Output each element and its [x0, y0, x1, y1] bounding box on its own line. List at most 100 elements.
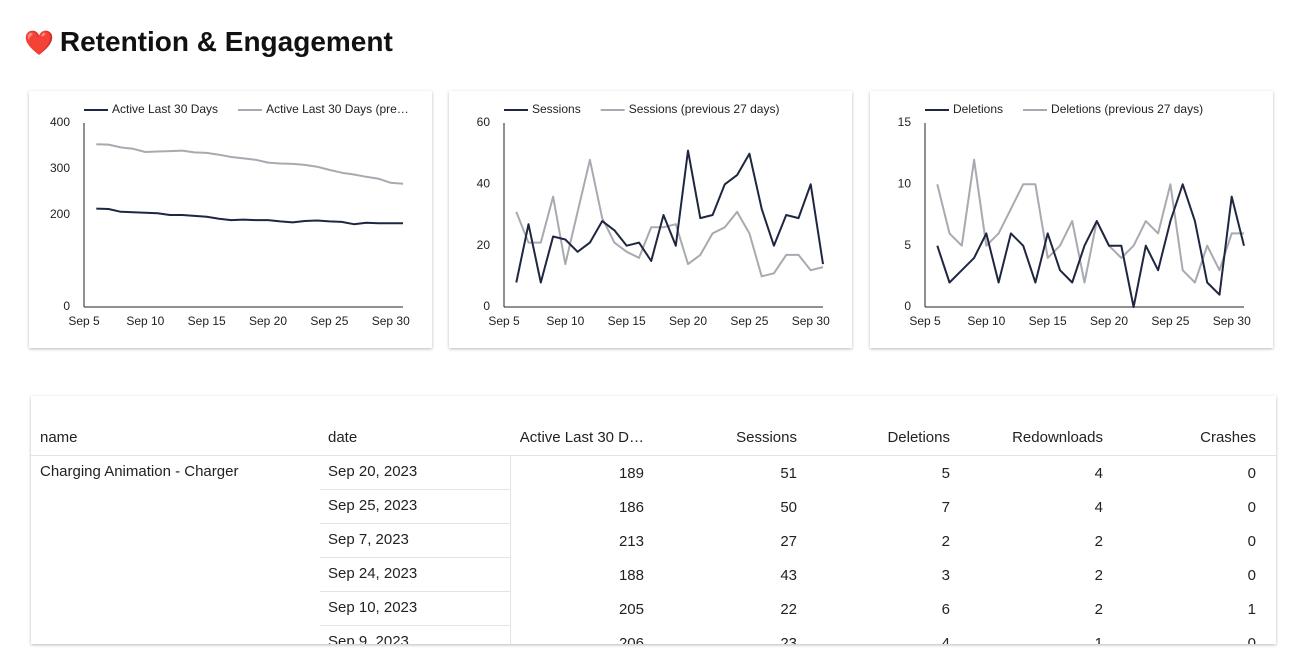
value-cell: 0 [1247, 499, 1256, 516]
y-tick-label: 40 [477, 177, 491, 191]
header-divider [31, 455, 1276, 456]
value-cell: 205 [618, 601, 644, 618]
series-line [936, 158, 1244, 284]
value-cell: 51 [780, 465, 797, 482]
chart-card: 0 200 300 400 Sep 5 Sep 10 Sep 15 Sep 20 Sep 25 S… [29, 91, 432, 348]
y-tick-label: 10 [898, 177, 912, 191]
x-tick-label: Sep 20 [249, 314, 287, 328]
column-header: Crashes [1200, 429, 1256, 446]
legend-label: Sessions (previous 27 days) [629, 102, 780, 116]
title-text: Retention & Engagement [59, 26, 393, 57]
value-cell: 206 [618, 635, 644, 644]
value-cell: 43 [780, 567, 797, 584]
column-header: name [40, 429, 78, 446]
column-header: Active Last 30 D… [519, 429, 644, 446]
chart-card: 0 5 10 15 Sep 5 Sep 10 Sep 15 Sep 20 Sep 25 Sep 3… [870, 91, 1273, 348]
series-line [515, 158, 824, 278]
x-tick-label: Sep 5 [488, 314, 520, 328]
column-header: Redownloads [1012, 429, 1103, 446]
x-tick-label: Sep 10 [126, 314, 164, 328]
value-cell: 0 [1247, 635, 1256, 644]
x-tick-label: Sep 25 [310, 314, 348, 328]
series-line [515, 149, 824, 284]
row-divider [320, 489, 510, 490]
chart: 0 5 10 15 Sep 5 Sep 10 Sep 15 Sep 20 Sep 25 Sep 3… [898, 102, 1251, 328]
date-cell: Sep 7, 2023 [328, 531, 409, 548]
x-tick-label: Sep 30 [1213, 314, 1251, 328]
row-divider [320, 557, 510, 558]
value-cell: 1 [1247, 601, 1256, 618]
date-cell: Sep 10, 2023 [328, 599, 418, 616]
y-tick-label: 15 [898, 115, 912, 129]
row-divider [320, 625, 510, 626]
x-tick-label: Sep 30 [792, 314, 830, 328]
value-cell: 22 [780, 601, 797, 618]
x-tick-label: Sep 5 [909, 314, 941, 328]
group-cell: Charging Animation - Charger [40, 463, 239, 480]
value-cell: 2 [1094, 567, 1103, 584]
chart: 0 20 40 60 Sep 5 Sep 10 Sep 15 Sep 20 Sep 25 Sep … [477, 102, 830, 328]
value-cell: 186 [618, 499, 644, 516]
x-tick-label: Sep 10 [967, 314, 1005, 328]
x-tick-label: Sep 30 [372, 314, 410, 328]
date-cell: Sep 24, 2023 [328, 565, 418, 582]
y-tick-label: 400 [50, 115, 70, 129]
value-cell: 188 [618, 567, 644, 584]
value-cell: 4 [1094, 499, 1103, 516]
series-line [936, 183, 1245, 308]
legend-label: Deletions (previous 27 days) [1051, 102, 1203, 116]
y-tick-label: 20 [477, 238, 491, 252]
table: name date Active Last 30 D… Sessions Deletio… [31, 396, 1276, 644]
column-header: Deletions [887, 429, 950, 446]
y-tick-label: 0 [483, 299, 490, 313]
x-tick-label: Sep 10 [546, 314, 584, 328]
x-tick-label: Sep 25 [1151, 314, 1189, 328]
legend-label: Deletions [953, 102, 1003, 116]
group-divider [510, 456, 511, 644]
series-line [96, 143, 404, 185]
x-tick-label: Sep 15 [188, 314, 226, 328]
value-cell: 0 [1247, 465, 1256, 482]
value-cell: 6 [941, 601, 950, 618]
legend-label: Sessions [532, 102, 581, 116]
x-tick-label: Sep 5 [68, 314, 100, 328]
x-tick-label: Sep 25 [730, 314, 768, 328]
title-icon: ❤️ [24, 30, 54, 57]
value-cell: 2 [1094, 533, 1103, 550]
column-header: Sessions [736, 429, 797, 446]
chart-card: 0 20 40 60 Sep 5 Sep 10 Sep 15 Sep 20 Sep 25 Sep … [449, 91, 852, 348]
value-cell: 3 [941, 567, 950, 584]
date-cell: Sep 9, 2023 [328, 633, 409, 644]
column-header: date [328, 429, 358, 446]
value-cell: 4 [941, 635, 950, 644]
x-tick-label: Sep 20 [1090, 314, 1128, 328]
y-tick-label: 300 [50, 161, 70, 175]
value-cell: 2 [1094, 601, 1103, 618]
x-tick-label: Sep 20 [669, 314, 707, 328]
legend-label: Active Last 30 Days [112, 102, 218, 116]
page-title: ❤️ Retention & Engagement [24, 26, 393, 58]
value-cell: 5 [941, 465, 950, 482]
value-cell: 189 [618, 465, 644, 482]
x-tick-label: Sep 15 [608, 314, 646, 328]
value-cell: 0 [1247, 533, 1256, 550]
y-tick-label: 200 [50, 207, 70, 221]
x-tick-label: Sep 15 [1029, 314, 1067, 328]
y-tick-label: 0 [904, 299, 911, 313]
value-cell: 7 [941, 499, 950, 516]
y-tick-label: 60 [477, 115, 491, 129]
value-cell: 2 [941, 533, 950, 550]
value-cell: 0 [1247, 567, 1256, 584]
value-cell: 27 [780, 533, 797, 550]
value-cell: 4 [1094, 465, 1103, 482]
date-cell: Sep 20, 2023 [328, 463, 418, 480]
date-cell: Sep 25, 2023 [328, 497, 418, 514]
value-cell: 1 [1094, 635, 1103, 644]
chart: 0 200 300 400 Sep 5 Sep 10 Sep 15 Sep 20 Sep 25 S… [50, 102, 410, 328]
y-tick-label: 0 [63, 299, 70, 313]
value-cell: 23 [780, 635, 797, 644]
series-line [96, 207, 403, 226]
y-tick-label: 5 [904, 238, 911, 252]
value-cell: 213 [618, 533, 644, 550]
legend-label: Active Last 30 Days (pre… [266, 102, 409, 116]
